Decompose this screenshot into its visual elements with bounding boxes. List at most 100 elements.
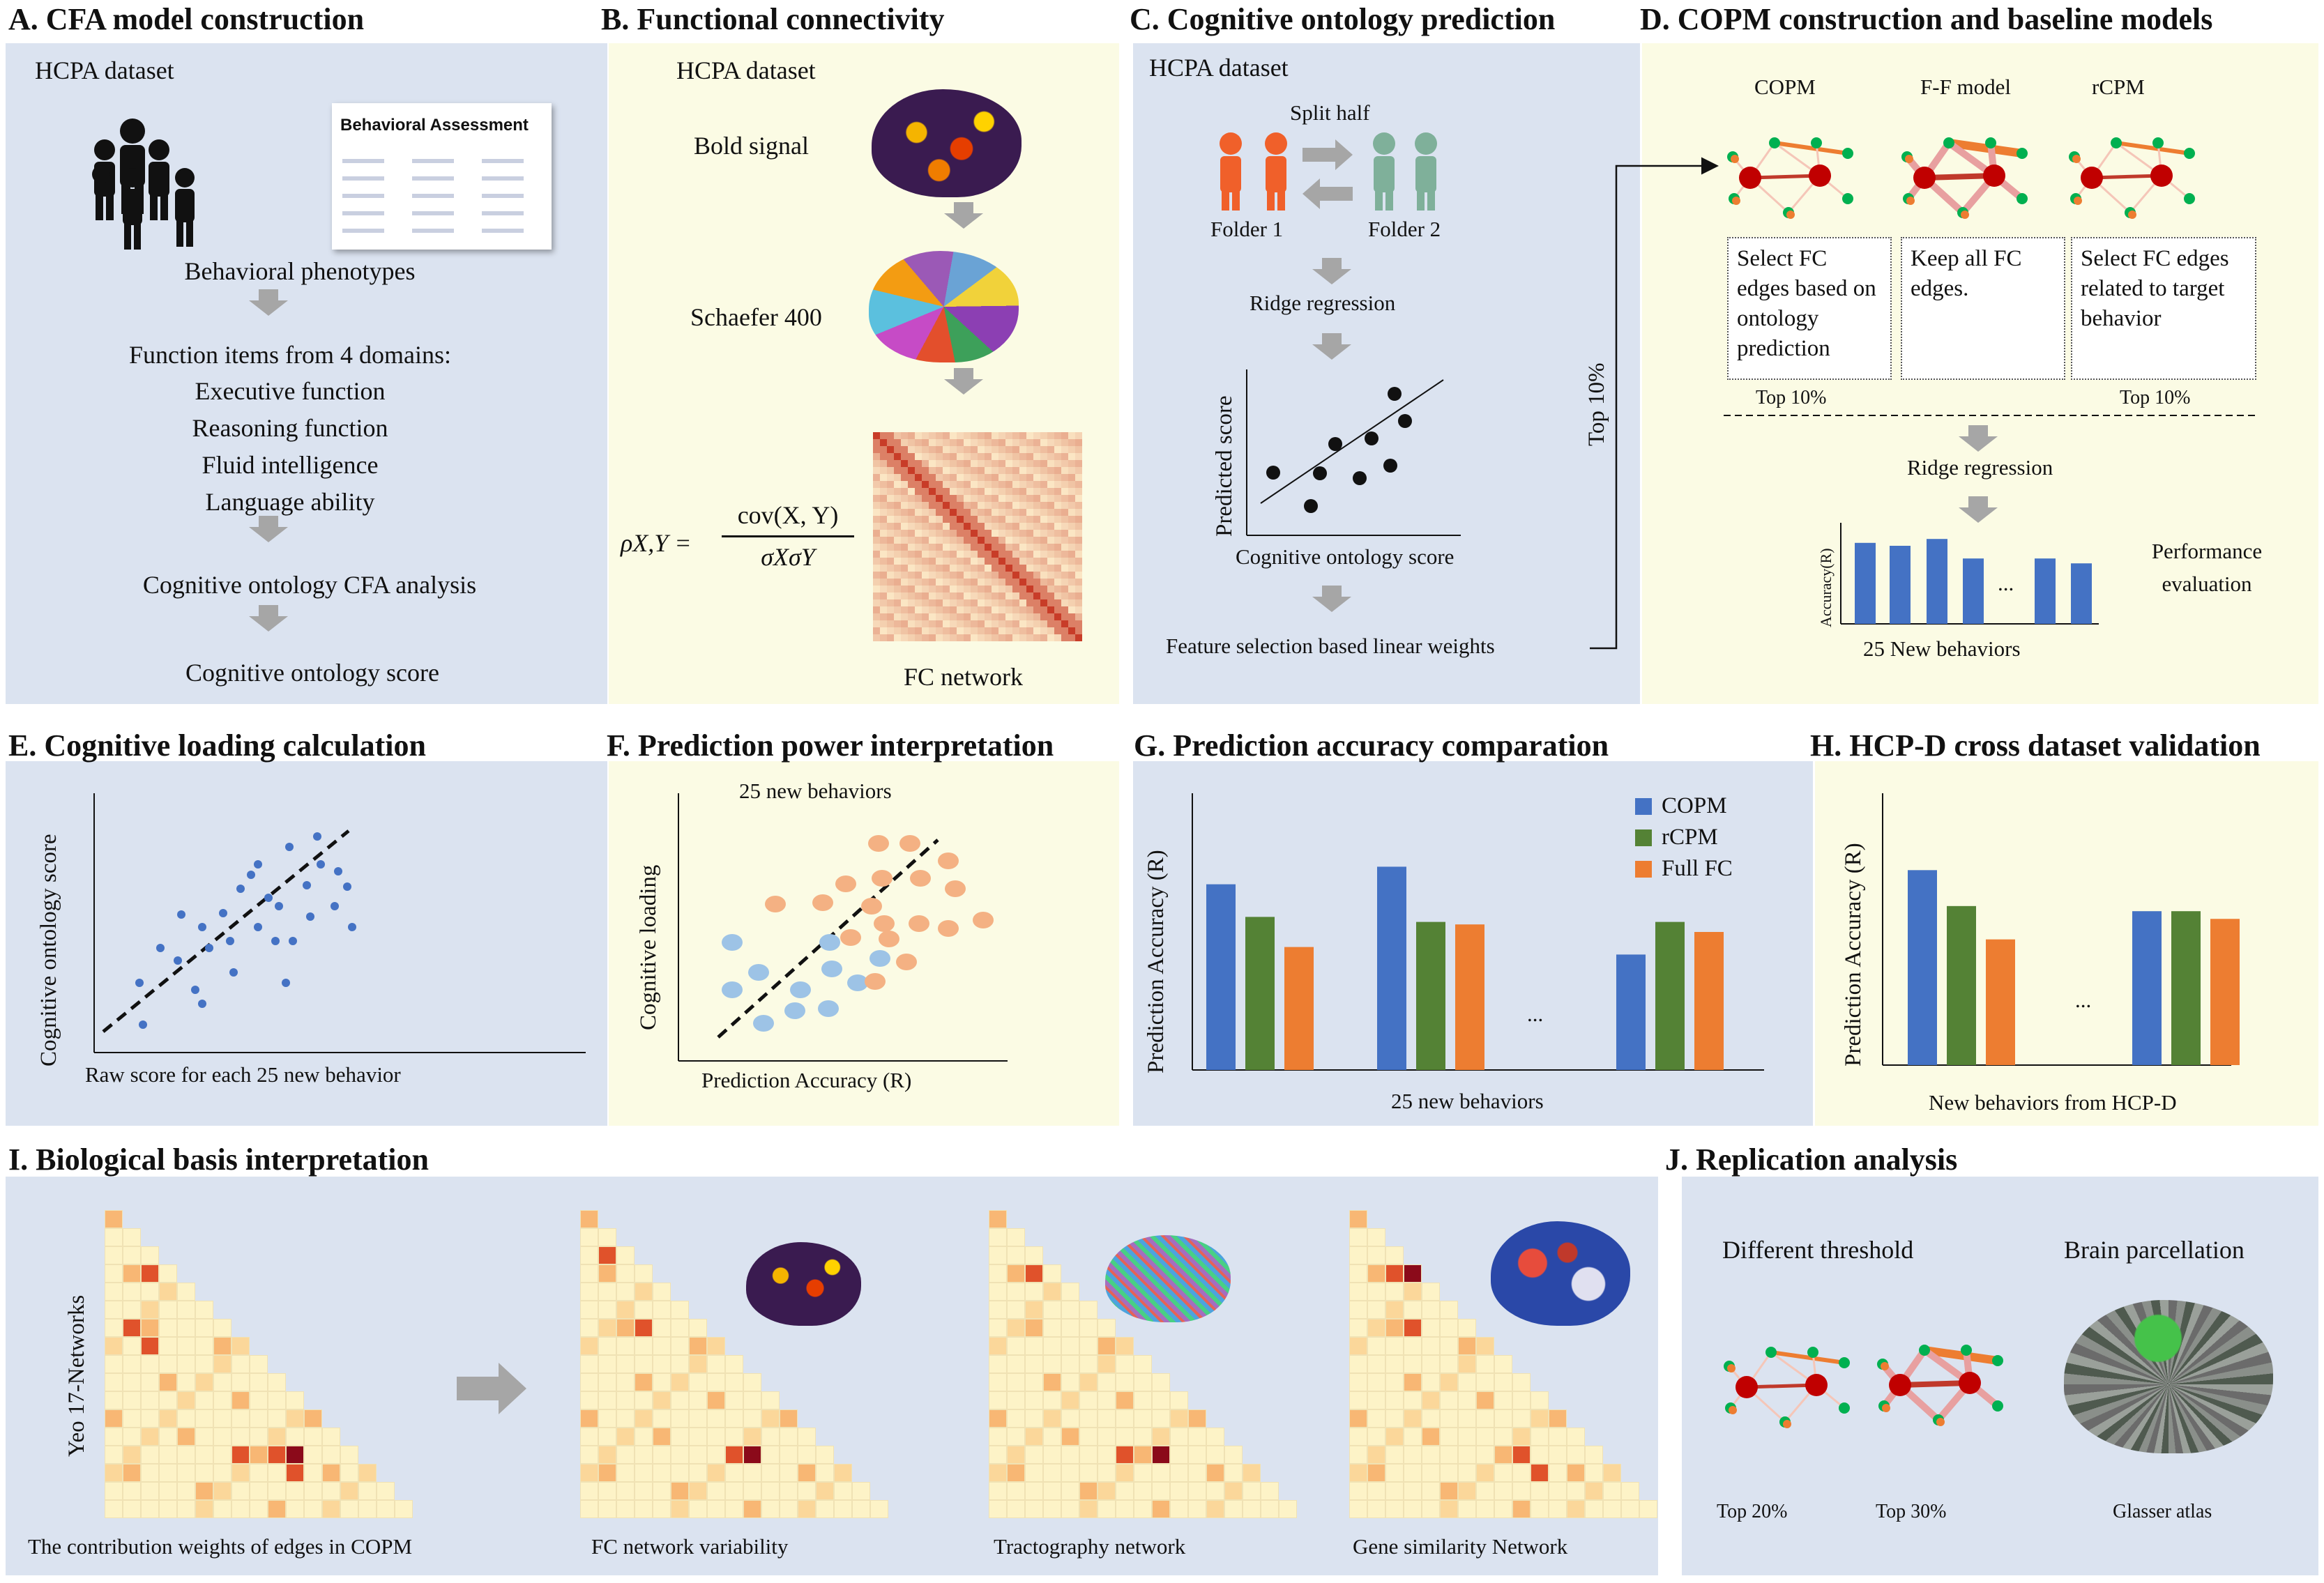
fc-matrix-cell (998, 599, 1005, 606)
bar (1908, 870, 1937, 1065)
heatmap-cell (816, 1482, 834, 1500)
fc-matrix-cell (936, 439, 943, 446)
fc-matrix-cell (943, 453, 950, 460)
fc-matrix-cell (998, 432, 1005, 439)
heatmap-cell (989, 1337, 1007, 1355)
fc-matrix-cell (1054, 565, 1061, 572)
fc-matrix-cell (950, 620, 957, 627)
fc-matrix-cell (978, 439, 985, 446)
fc-matrix-cell (880, 558, 887, 565)
fc-matrix-cell (1005, 634, 1012, 641)
down-arrow (249, 289, 288, 316)
network-node (1936, 1418, 1945, 1426)
heatmap-cell (177, 1301, 195, 1319)
network-graph (2069, 137, 2195, 219)
fc-matrix-cell (1005, 530, 1012, 537)
fc-matrix-cell (887, 634, 894, 641)
heatmap-cell (580, 1482, 598, 1500)
scatter-point (819, 934, 840, 951)
fc-matrix-cell (873, 523, 880, 530)
fc-matrix-cell (971, 446, 978, 453)
heatmap-cell (195, 1464, 213, 1482)
panel-d-title: D. COPM construction and baseline models (1640, 2, 2213, 36)
heatmap-cell (1007, 1246, 1025, 1264)
fc-matrix-cell (887, 558, 894, 565)
heatmap-cell (635, 1319, 653, 1337)
fc-matrix-cell (1068, 537, 1075, 544)
fc-matrix-cell (936, 460, 943, 467)
fc-matrix-cell (880, 586, 887, 592)
fc-matrix-cell (1068, 516, 1075, 523)
heatmap-cell (1116, 1355, 1134, 1373)
fc-matrix-cell (978, 432, 985, 439)
heatmap-cell (1007, 1301, 1025, 1319)
heatmap-cell (1025, 1355, 1043, 1373)
heatmap-cell (580, 1500, 598, 1518)
heatmap-cell (141, 1337, 159, 1355)
heatmap-cell (177, 1464, 195, 1482)
heatmap-cell (707, 1355, 725, 1373)
heatmap-cell (1043, 1355, 1061, 1373)
heatmap-cell (743, 1391, 761, 1409)
fc-matrix-cell (901, 551, 908, 558)
fc-matrix-cell (1068, 579, 1075, 586)
network-node (2111, 137, 2122, 148)
heatmap-cell (1098, 1319, 1116, 1337)
fc-matrix-cell (1019, 432, 1026, 439)
heatmap-cell (1061, 1391, 1079, 1409)
fc-matrix-cell (929, 572, 936, 579)
fc-matrix-cell (950, 495, 957, 502)
fc-matrix-cell (992, 537, 998, 544)
heatmap-cell (231, 1500, 250, 1518)
heatmap-cell (159, 1355, 177, 1373)
network-node (1807, 1347, 1818, 1358)
scatter-point (1383, 459, 1397, 473)
heatmap-cell (286, 1464, 304, 1482)
heatmap-cell (598, 1319, 616, 1337)
fc-matrix-cell (957, 544, 964, 551)
fc-matrix-cell (985, 627, 992, 634)
fc-matrix-cell (1005, 586, 1012, 592)
heatmap-cell (358, 1482, 377, 1500)
heatmap-cell (816, 1464, 834, 1482)
fc-matrix-cell (985, 474, 992, 481)
sheet-lines (342, 159, 524, 233)
fc-matrix-cell (1061, 474, 1068, 481)
fc-matrix-cell (936, 606, 943, 613)
fc-matrix-cell (894, 606, 901, 613)
fc-matrix-cell (901, 488, 908, 495)
heatmap-cell (761, 1500, 780, 1518)
panel-d-ridge: Ridge regression (1907, 455, 2053, 480)
heatmap-cell (123, 1337, 141, 1355)
heatmap-cell (689, 1391, 707, 1409)
fc-matrix-cell (887, 481, 894, 488)
heatmap-cell (671, 1446, 689, 1464)
heatmap-cell (105, 1464, 123, 1482)
fc-matrix-cell (1068, 592, 1075, 599)
heatmap-cell (1007, 1319, 1025, 1337)
heatmap-cell (250, 1500, 268, 1518)
fc-matrix-cell (957, 530, 964, 537)
fc-matrix-cell (908, 572, 915, 579)
heatmap-cell (177, 1482, 195, 1500)
heatmap-cell (213, 1482, 231, 1500)
panel-f-sub: 25 new behaviors (739, 779, 892, 803)
heatmap-cell (689, 1446, 707, 1464)
fc-matrix-cell (1061, 592, 1068, 599)
fc-matrix-cell (992, 558, 998, 565)
fc-matrix-cell (1047, 579, 1054, 586)
heatmap-cell (852, 1500, 870, 1518)
panel-c-scatter (1246, 369, 1461, 536)
fc-matrix-cell (1068, 599, 1075, 606)
fc-matrix-cell (1061, 537, 1068, 544)
scatter-point (790, 981, 811, 998)
fc-matrix-cell (1019, 627, 1026, 634)
heatmap-cell (725, 1373, 743, 1391)
fc-matrix-cell (922, 509, 929, 516)
heatmap-cell (304, 1409, 322, 1428)
fc-matrix-cell (1012, 606, 1019, 613)
heatmap-cell (1061, 1337, 1079, 1355)
fc-matrix-cell (1075, 606, 1082, 613)
heatmap-cell (141, 1391, 159, 1409)
fc-matrix-cell (873, 530, 880, 537)
